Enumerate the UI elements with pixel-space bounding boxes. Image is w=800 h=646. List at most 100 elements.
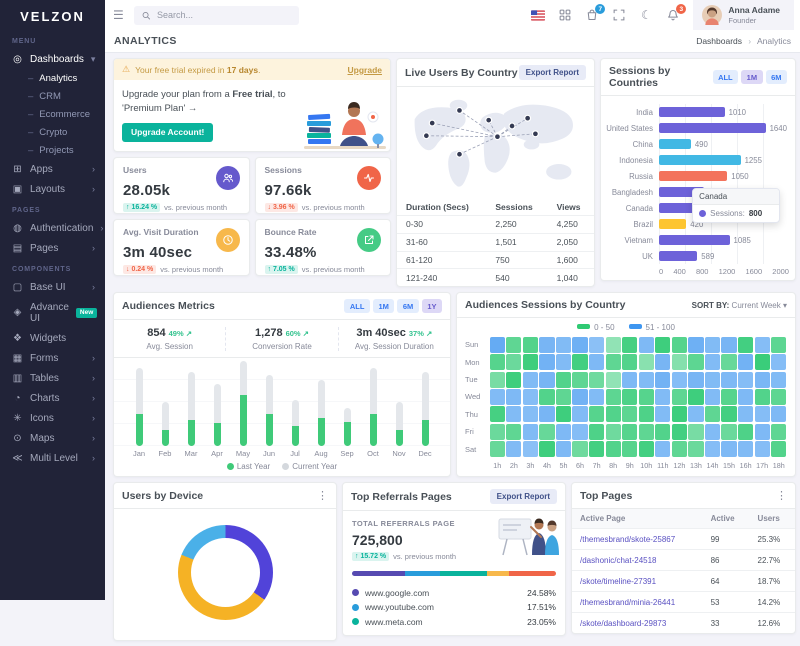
user-profile-menu[interactable]: Anna Adame Founder	[693, 0, 794, 30]
heatmap-cell[interactable]	[704, 388, 721, 405]
heatmap-cell[interactable]	[738, 354, 754, 371]
heatmap-cell[interactable]	[489, 354, 505, 371]
heatmap-cell[interactable]	[721, 336, 737, 353]
heatmap-cell[interactable]	[771, 441, 787, 458]
heatmap-cell[interactable]	[555, 441, 572, 458]
heatmap-cell[interactable]	[704, 354, 721, 371]
heatmap-cell[interactable]	[754, 371, 770, 388]
heatmap-cell[interactable]	[589, 336, 605, 353]
heatmap-cell[interactable]	[622, 388, 638, 405]
heatmap-cell[interactable]	[622, 406, 638, 423]
heatmap-cell[interactable]	[721, 423, 737, 440]
referral-row[interactable]: www.google.com 24.58%	[352, 583, 556, 598]
heatmap-cell[interactable]	[522, 423, 538, 440]
notifications-bell-icon[interactable]: 3	[666, 4, 687, 22]
sidebar-item-advance-ui[interactable]: ◈ Advance UI New	[0, 297, 105, 328]
heatmap-cell[interactable]	[754, 388, 770, 405]
heatmap-cell[interactable]	[572, 406, 588, 423]
heatmap-cell[interactable]	[489, 371, 505, 388]
heatmap-cell[interactable]	[589, 423, 605, 440]
heatmap-cell[interactable]	[704, 406, 721, 423]
cart-icon[interactable]: 7	[585, 4, 606, 22]
heatmap-cell[interactable]	[539, 371, 555, 388]
heatmap-cell[interactable]	[622, 336, 638, 353]
heatmap-cell[interactable]	[738, 406, 754, 423]
heatmap-cell[interactable]	[638, 336, 654, 353]
bar-china[interactable]	[659, 138, 691, 150]
heatmap-cell[interactable]	[605, 423, 621, 440]
more-menu-icon[interactable]: ⋮	[317, 490, 328, 503]
heatmap-cell[interactable]	[539, 406, 555, 423]
heatmap-cell[interactable]	[754, 354, 770, 371]
sidebar-subitem-analytics[interactable]: – Analytics	[0, 69, 105, 87]
heatmap-cell[interactable]	[589, 406, 605, 423]
heatmap-cell[interactable]	[555, 388, 572, 405]
heatmap-cell[interactable]	[506, 388, 522, 405]
heatmap-cell[interactable]	[638, 423, 654, 440]
metrics-column[interactable]	[334, 407, 360, 447]
metrics-column[interactable]	[282, 400, 308, 447]
heatmap-cell[interactable]	[671, 406, 687, 423]
metrics-column[interactable]	[360, 368, 386, 447]
heatmap-cell[interactable]	[572, 336, 588, 353]
heatmap-cell[interactable]	[572, 354, 588, 371]
heatmap-cell[interactable]	[738, 441, 754, 458]
metrics-column[interactable]	[256, 375, 282, 447]
heatmap-cell[interactable]	[638, 354, 654, 371]
export-report-button[interactable]: Export Report	[518, 65, 586, 80]
heatmap-cell[interactable]	[771, 423, 787, 440]
heatmap-cell[interactable]	[489, 423, 505, 440]
heatmap-cell[interactable]	[738, 371, 754, 388]
sidebar-item-layouts[interactable]: ▣ Layouts ›	[0, 179, 105, 199]
heatmap-cell[interactable]	[605, 441, 621, 458]
heatmap-cell[interactable]	[771, 406, 787, 423]
heatmap-cell[interactable]	[754, 336, 770, 353]
heatmap-cell[interactable]	[506, 406, 522, 423]
page-link[interactable]: /skote/dashboard-29873	[580, 618, 667, 628]
heatmap-cell[interactable]	[522, 336, 538, 353]
heatmap-cell[interactable]	[738, 336, 754, 353]
heatmap-cell[interactable]	[655, 441, 671, 458]
page-link[interactable]: /dashonic/chat-24518	[580, 555, 657, 565]
heatmap-cell[interactable]	[589, 388, 605, 405]
heatmap-cell[interactable]	[754, 441, 770, 458]
sidebar-subitem-ecommerce[interactable]: – Ecommerce	[0, 105, 105, 123]
heatmap-cell[interactable]	[539, 388, 555, 405]
heatmap-cell[interactable]	[638, 371, 654, 388]
heatmap-cell[interactable]	[622, 423, 638, 440]
heatmap-cell[interactable]	[622, 354, 638, 371]
heatmap-cell[interactable]	[638, 441, 654, 458]
bar-uk[interactable]	[659, 250, 698, 262]
heatmap-cell[interactable]	[688, 423, 704, 440]
sidebar-subitem-crm[interactable]: – CRM	[0, 87, 105, 105]
heatmap-cell[interactable]	[671, 336, 687, 353]
bar-brazil[interactable]	[659, 218, 687, 230]
heatmap-cell[interactable]	[655, 371, 671, 388]
bar-russia[interactable]	[659, 170, 728, 182]
bar-bangladesh[interactable]	[659, 186, 704, 198]
metrics-column[interactable]	[152, 401, 178, 447]
heatmap-cell[interactable]	[622, 441, 638, 458]
sessions-filter-6m[interactable]: 6M	[765, 70, 787, 84]
heatmap-cell[interactable]	[489, 406, 505, 423]
heatmap-cell[interactable]	[688, 441, 704, 458]
heatmap-cell[interactable]	[655, 388, 671, 405]
heatmap-cell[interactable]	[721, 406, 737, 423]
sidebar-item-charts[interactable]: ◔ Charts ›	[0, 388, 105, 408]
heatmap-cell[interactable]	[738, 388, 754, 405]
heatmap-cell[interactable]	[506, 423, 522, 440]
heatmap-cell[interactable]	[572, 441, 588, 458]
heatmap-cell[interactable]	[589, 441, 605, 458]
breadcrumb-dashboards[interactable]: Dashboards	[696, 36, 743, 46]
sidebar-item-icons[interactable]: ✳ Icons ›	[0, 408, 105, 428]
heatmap-cell[interactable]	[589, 354, 605, 371]
heatmap-cell[interactable]	[671, 371, 687, 388]
heatmap-cell[interactable]	[771, 336, 787, 353]
table-row[interactable]: 61-120 750 1,600	[397, 250, 594, 269]
page-link[interactable]: /themesbrand/minia-26441	[580, 597, 676, 607]
heatmap-cell[interactable]	[671, 388, 687, 405]
metrics-column[interactable]	[412, 371, 438, 447]
heatmap-cell[interactable]	[555, 354, 572, 371]
heatmap-cell[interactable]	[671, 441, 687, 458]
heatmap-cell[interactable]	[622, 371, 638, 388]
